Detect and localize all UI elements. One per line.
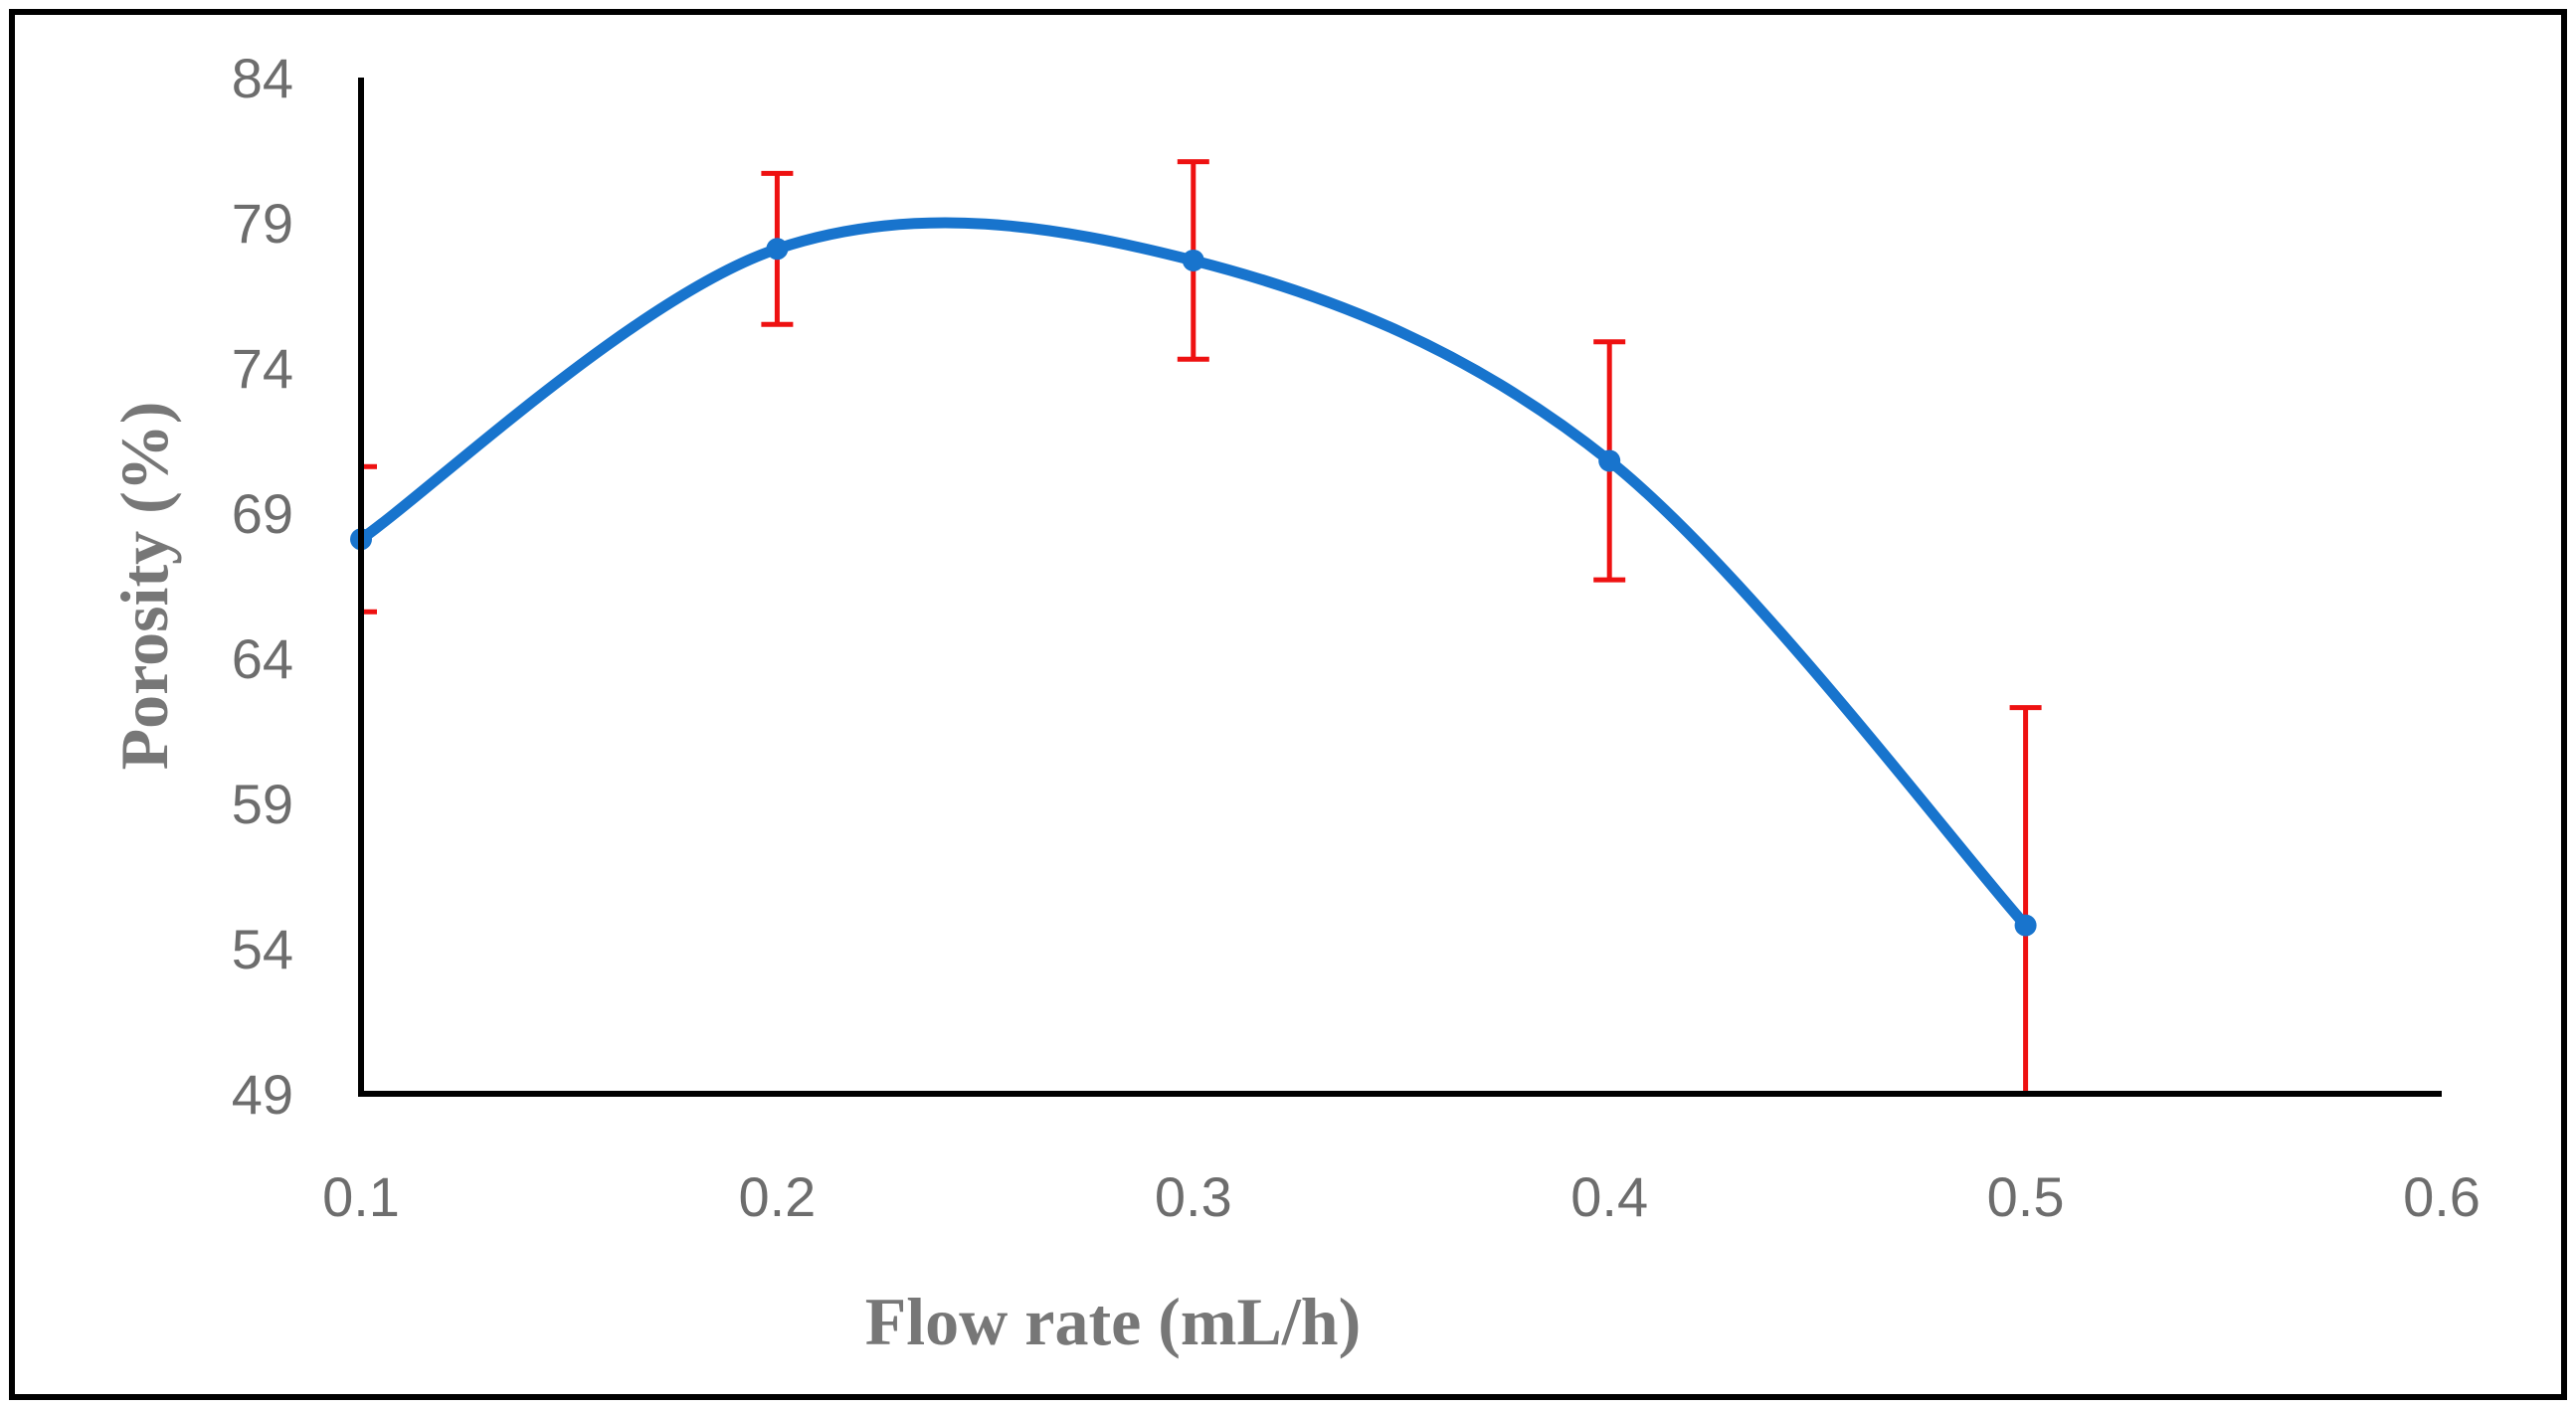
data-point: [1598, 449, 1621, 472]
series-line-porosity: [355, 217, 2032, 932]
y-tick-label: 84: [232, 47, 293, 109]
x-axis-title: Flow rate (mL/h): [865, 1284, 1362, 1359]
y-tick-label: 59: [232, 773, 293, 835]
y-tick-label: 49: [232, 1063, 293, 1126]
y-tick-label: 69: [232, 482, 293, 545]
chart-frame: [9, 9, 2567, 1400]
x-tick-label: 0.1: [322, 1165, 400, 1228]
data-point: [766, 238, 789, 261]
x-tick-labels: 0.1 0.2 0.3 0.4 0.5 0.6: [322, 1165, 2481, 1228]
data-point: [1182, 249, 1204, 271]
data-point: [2014, 914, 2037, 937]
x-tick-label: 0.5: [1987, 1165, 2065, 1228]
y-axis-title: Porosity (%): [106, 402, 182, 771]
y-tick-labels: 49 54 59 64 69 74 79 84: [232, 47, 293, 1126]
y-tick-label: 74: [232, 337, 293, 400]
x-tick-label: 0.6: [2403, 1165, 2481, 1228]
x-tick-label: 0.4: [1570, 1165, 1648, 1228]
data-points: [350, 238, 2037, 937]
y-tick-label: 54: [232, 918, 293, 980]
y-tick-label: 64: [232, 627, 293, 690]
y-tick-label: 79: [232, 192, 293, 255]
x-tick-label: 0.3: [1155, 1165, 1232, 1228]
x-tick-label: 0.2: [738, 1165, 816, 1228]
